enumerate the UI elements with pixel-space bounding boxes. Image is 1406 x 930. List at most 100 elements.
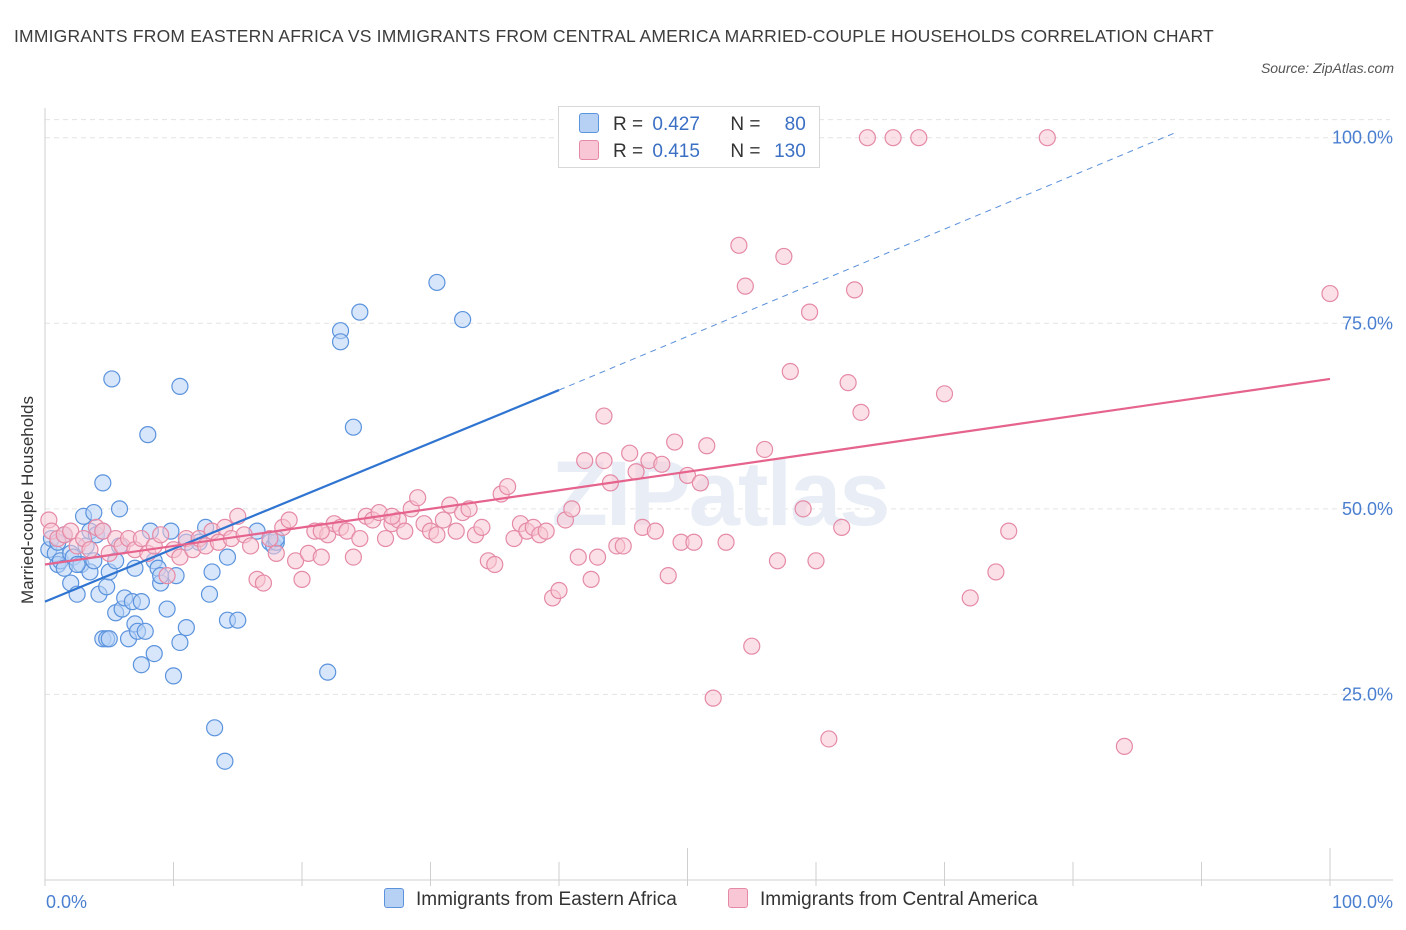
legend-pink-r-label: R =	[613, 141, 644, 162]
pink-data-point	[563, 500, 581, 518]
legend-blue-r-value: 0.427	[652, 114, 700, 135]
pink-data-point	[833, 518, 851, 537]
pink-data-point	[845, 281, 864, 299]
pink-data-point	[286, 552, 305, 570]
pink-data-point	[852, 403, 870, 421]
pink-data-point	[987, 563, 1005, 581]
trend-layer	[44, 132, 1331, 603]
pink-data-point	[447, 522, 465, 540]
pink-data-point	[807, 552, 825, 570]
pink-data-point	[171, 548, 189, 566]
x-tick-label-max: 100.0%	[1332, 892, 1393, 912]
blue-data-point	[229, 611, 247, 629]
chart-title: IMMIGRANTS FROM EASTERN AFRICA VS IMMIGR…	[14, 26, 1214, 46]
pink-data-point	[743, 637, 761, 655]
blue-data-point	[132, 656, 150, 674]
blue-trend-extension	[558, 132, 1176, 391]
blue-data-point	[139, 426, 157, 444]
pink-data-point	[666, 433, 684, 451]
pink-data-point	[736, 277, 754, 295]
y-axis-label: Married-couple Households	[18, 396, 37, 604]
pink-data-point	[267, 544, 285, 562]
pink-data-point	[376, 529, 395, 548]
pink-data-point	[473, 518, 491, 537]
blue-data-point	[110, 500, 129, 518]
blue-trend-line	[44, 389, 560, 603]
blue-data-point	[454, 310, 472, 329]
blue-data-point	[206, 719, 224, 737]
pink-data-point	[717, 533, 735, 551]
bottom-legend-label-blue: Immigrants from Eastern Africa	[416, 889, 677, 910]
blue-data-point	[171, 633, 189, 652]
pink-data-point	[884, 129, 902, 147]
pink-data-point	[158, 567, 176, 585]
legend-swatch-blue	[579, 113, 599, 133]
pink-data-point	[659, 567, 677, 585]
blue-data-point	[103, 370, 121, 388]
y-tick-label: 100.0%	[1332, 128, 1393, 148]
legend-pink-n-value: 130	[774, 141, 806, 162]
pink-data-point	[935, 385, 954, 403]
pink-data-point	[81, 541, 99, 559]
legend-blue-r-label: R =	[613, 114, 644, 135]
pink-data-point	[434, 511, 452, 529]
bottom-legend-swatch-pink	[728, 888, 748, 908]
chart-source: Source: ZipAtlas.com	[1260, 60, 1394, 76]
bottom-legend-swatch-blue	[384, 888, 404, 908]
legend-pink-r-value: 0.415	[652, 141, 700, 162]
blue-data-point	[132, 593, 150, 611]
bottom-legend-pink: Immigrants from Central America	[728, 888, 1038, 911]
pink-data-point	[698, 437, 716, 455]
pink-data-point	[595, 407, 613, 425]
pink-data-point	[338, 522, 356, 540]
blue-data-point	[100, 630, 118, 648]
pink-trend-line	[44, 377, 1331, 566]
legend-box: R = 0.427 N = 80 R = 0.415 N = 130	[558, 106, 820, 168]
grid-layer	[45, 119, 1390, 695]
blue-data-point	[158, 600, 176, 618]
blue-data-point	[98, 578, 116, 596]
pink-data-point	[582, 570, 600, 588]
pink-data-point	[428, 526, 446, 544]
blue-data-point	[171, 377, 189, 395]
pink-data-point	[312, 522, 330, 540]
pink-data-point	[1321, 284, 1339, 303]
x-tick-label-min: 0.0%	[46, 892, 87, 912]
y-tick-label: 50.0%	[1342, 499, 1393, 519]
blue-data-point	[216, 752, 234, 770]
pink-data-point	[781, 362, 799, 381]
pink-data-point	[132, 529, 150, 548]
legend-blue-n-label: N =	[730, 114, 761, 135]
pink-data-point	[62, 522, 80, 540]
pink-data-point	[569, 548, 587, 566]
pink-data-point	[794, 500, 812, 518]
blue-data-point	[94, 474, 112, 492]
pink-data-point	[614, 537, 632, 555]
pink-data-point	[646, 522, 664, 540]
pink-data-point	[691, 474, 709, 492]
blue-data-point	[177, 619, 195, 637]
y-tick-label: 75.0%	[1342, 313, 1393, 333]
pink-data-point	[858, 129, 877, 147]
blue-data-point	[164, 667, 183, 685]
bottom-legend-blue: Immigrants from Eastern Africa	[384, 888, 677, 911]
pink-data-point	[312, 548, 330, 566]
pink-data-point	[344, 548, 362, 566]
pink-data-point	[730, 236, 748, 254]
pink-data-point	[396, 522, 414, 540]
pink-data-point	[595, 451, 613, 470]
bottom-legend-label-pink: Immigrants from Central America	[760, 889, 1038, 910]
pink-data-point	[537, 522, 555, 540]
pink-data-point	[242, 537, 260, 555]
pink-data-point	[486, 555, 504, 574]
pink-data-point	[550, 581, 568, 600]
pink-data-point	[1038, 129, 1056, 147]
blue-data-point	[203, 563, 221, 581]
pink-data-point	[152, 526, 170, 544]
pink-data-point	[685, 533, 703, 551]
pink-data-point	[1000, 522, 1018, 540]
pink-data-point	[755, 440, 774, 459]
legend-pink-n-label: N =	[730, 141, 761, 162]
legend-swatch-pink	[579, 140, 599, 160]
pink-data-point	[576, 451, 594, 470]
